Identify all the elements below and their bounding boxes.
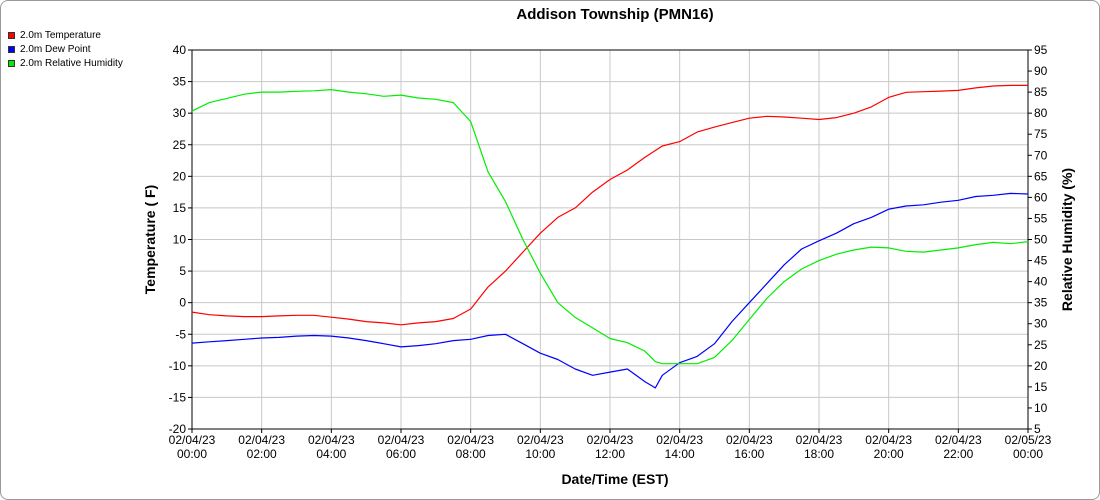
y-tick-label: 5 (179, 264, 186, 278)
x-tick-date: 02/04/23 (447, 433, 494, 447)
x-tick-date: 02/05/23 (1005, 433, 1052, 447)
y2-tick-label: 5 (1034, 422, 1041, 436)
y2-tick-label: 25 (1034, 338, 1048, 352)
x-tick-time: 02:00 (247, 447, 277, 461)
legend-label-temperature: 2.0m Temperature (20, 29, 101, 41)
y2-tick-label: 85 (1034, 85, 1048, 99)
y2-tick-label: 70 (1034, 148, 1048, 162)
legend-swatch-relative-humidity (8, 59, 15, 67)
x-tick-date: 02/04/23 (726, 433, 773, 447)
y-tick-label: 40 (173, 43, 187, 57)
y-tick-label: 25 (173, 138, 187, 152)
series-line-2 (191, 89, 1029, 365)
x-tick-time: 06:00 (386, 447, 416, 461)
x-tick-time: 22:00 (943, 447, 973, 461)
y-tick-label: -10 (169, 359, 187, 373)
y-tick-label: 30 (173, 106, 187, 120)
y2-tick-label: 95 (1034, 43, 1048, 57)
y-axis-title: Temperature ( F) (142, 185, 158, 294)
legend-swatch-dew-point (8, 45, 15, 53)
x-tick-time: 20:00 (874, 447, 904, 461)
x-tick-time: 16:00 (734, 447, 764, 461)
y-tick-label: 15 (173, 201, 187, 215)
x-tick-time: 10:00 (525, 447, 555, 461)
x-axis-title: Date/Time (EST) (561, 471, 668, 487)
y-tick-label: -5 (175, 327, 186, 341)
y2-tick-label: 45 (1034, 254, 1048, 268)
legend-item-temperature: 2.0m Temperature (8, 28, 123, 42)
legend-item-relative-humidity: 2.0m Relative Humidity (8, 56, 123, 70)
y-tick-label: 0 (179, 296, 186, 310)
y2-tick-label: 80 (1034, 106, 1048, 120)
y2-tick-label: 30 (1034, 317, 1048, 331)
y-tick-label: 20 (173, 169, 187, 183)
y-tick-label: 10 (173, 233, 187, 247)
y-tick-label: 35 (173, 75, 187, 89)
x-tick-time: 04:00 (316, 447, 346, 461)
series-line-1 (191, 192, 1029, 389)
x-tick-date: 02/04/23 (308, 433, 355, 447)
y2-tick-label: 90 (1034, 64, 1048, 78)
chart-title: Addison Township (PMN16) (516, 6, 713, 23)
legend-item-dew-point: 2.0m Dew Point (8, 42, 123, 56)
x-tick-date: 02/04/23 (169, 433, 216, 447)
y2-tick-label: 60 (1034, 190, 1048, 204)
y-tick-label: -15 (169, 390, 187, 404)
x-tick-date: 02/04/23 (865, 433, 912, 447)
x-tick-date: 02/04/23 (935, 433, 982, 447)
x-tick-time: 00:00 (1013, 447, 1043, 461)
x-tick-date: 02/04/23 (378, 433, 425, 447)
legend-label-dew-point: 2.0m Dew Point (20, 43, 91, 55)
y2-tick-label: 10 (1034, 401, 1048, 415)
series-line-0 (191, 84, 1028, 326)
x-tick-date: 02/04/23 (238, 433, 285, 447)
legend-swatch-temperature (8, 31, 15, 39)
y2-tick-label: 50 (1034, 233, 1048, 247)
y2-tick-label: 35 (1034, 296, 1048, 310)
y2-tick-label: 15 (1034, 380, 1048, 394)
y2-tick-label: 55 (1034, 211, 1048, 225)
x-tick-time: 12:00 (595, 447, 625, 461)
legend-label-relative-humidity: 2.0m Relative Humidity (20, 57, 123, 69)
y-tick-label: -20 (169, 422, 187, 436)
legend: 2.0m Temperature 2.0m Dew Point 2.0m Rel… (8, 28, 123, 70)
y2-tick-label: 20 (1034, 359, 1048, 373)
y2-tick-label: 75 (1034, 127, 1048, 141)
x-tick-time: 08:00 (456, 447, 486, 461)
x-tick-date: 02/04/23 (517, 433, 564, 447)
x-tick-date: 02/04/23 (796, 433, 843, 447)
x-tick-time: 14:00 (665, 447, 695, 461)
x-tick-time: 00:00 (177, 447, 207, 461)
y2-axis-title: Relative Humidity (%) (1059, 168, 1075, 311)
y2-tick-label: 40 (1034, 275, 1048, 289)
x-tick-date: 02/04/23 (587, 433, 634, 447)
x-tick-date: 02/04/23 (656, 433, 703, 447)
x-tick-time: 18:00 (804, 447, 834, 461)
y2-tick-label: 65 (1034, 169, 1048, 183)
